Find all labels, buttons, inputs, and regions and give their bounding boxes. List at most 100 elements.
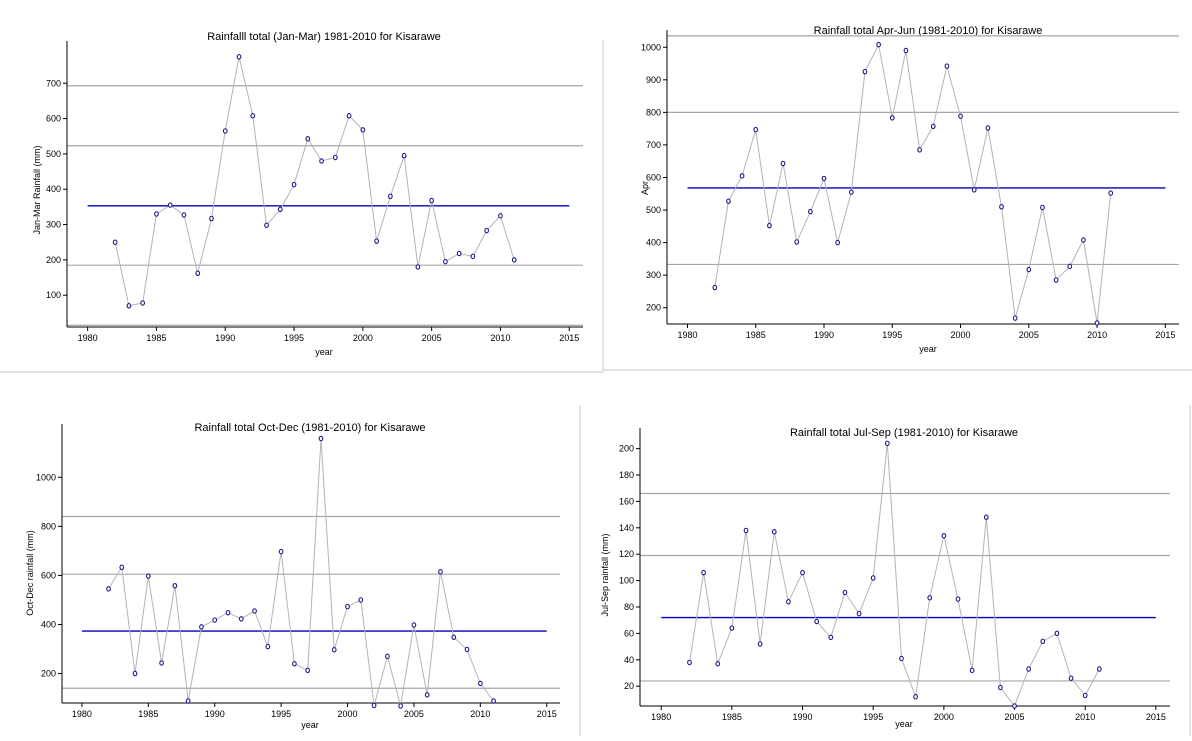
series-line [689,443,1100,708]
data-point [222,128,228,134]
data-point [140,300,146,306]
data-point [917,147,922,153]
y-tick-label: 200 [46,255,61,265]
data-point [346,113,352,119]
x-tick-label: 2010 [1075,712,1095,722]
data-point [958,113,963,120]
data-point [1082,692,1088,699]
data-point [712,284,718,291]
plot-area: 1980 1985 1990 1995 2000 2005 2010 2015 20 40 60 80… [619,428,1170,722]
data-point [464,646,470,653]
data-point [1096,666,1102,672]
x-tick-label: 1995 [863,712,883,722]
y-tick-label: 60 [624,628,634,638]
data-point [842,589,848,596]
data-point [199,624,204,630]
y-tick-label: 400 [646,238,661,248]
data-point [424,692,430,698]
y-tick-label: 200 [619,444,634,454]
data-point [132,670,138,677]
data-point [786,598,791,605]
x-tick-label: 1985 [146,333,166,343]
data-point [913,694,918,700]
x-tick-label: 1985 [722,712,742,722]
data-point [291,181,297,188]
y-tick-label: 500 [46,149,61,159]
data-point [318,435,324,442]
data-point [687,659,692,666]
data-point [264,222,269,229]
data-point [856,610,862,617]
data-point [181,212,187,218]
data-point [498,212,503,219]
data-point [1012,703,1017,709]
chart-svg-jan-mar: Rainfalll total (Jan-Mar) 1981-2010 for … [32,31,583,357]
data-point [870,575,876,581]
y-tick-label: 1000 [641,42,661,52]
y-tick-label: 400 [41,619,56,629]
data-point [451,634,457,640]
y-tick-label: 20 [624,681,634,691]
data-point [729,625,735,631]
x-tick-label: 1990 [793,712,813,722]
data-point [305,667,311,674]
y-tick-label: 1000 [36,472,56,482]
data-point [401,152,407,159]
data-point [780,160,786,167]
data-point [930,123,936,130]
data-point [345,603,350,610]
y-tick-label: 400 [46,184,61,194]
x-axis-title: year [315,347,333,357]
data-point [903,47,909,54]
data-point [331,647,337,653]
chart-panel-oct-dec: Rainfall total Oct-Dec (1981-2010) for K… [0,405,580,736]
chart-svg-oct-dec: Rainfall total Oct-Dec (1981-2010) for K… [25,422,560,730]
data-point [278,548,284,555]
x-tick-label: 1990 [205,709,225,719]
data-point [106,586,111,592]
data-point [835,239,841,246]
x-tick-label: 2010 [490,333,510,343]
y-tick-label: 40 [624,655,634,665]
x-tick-label: 1980 [651,712,671,722]
x-tick-label: 1990 [814,330,834,340]
data-point [794,239,800,245]
chart-panel-jan-mar: Rainfalll total (Jan-Mar) 1981-2010 for … [0,0,600,370]
data-point [828,634,834,641]
data-point [1081,237,1086,243]
data-point [126,303,132,309]
y-tick-label: 500 [646,205,661,215]
y-tick-label: 700 [646,140,661,150]
data-point [999,204,1004,210]
data-point [876,41,881,48]
data-point [305,135,311,142]
plot-area: 1980 1985 1990 1995 2000 2005 2010 2015 200 400 60… [36,424,560,719]
y-axis-title: Jul-Sep rainfall (mm) [600,533,610,616]
data-point [292,660,297,667]
data-point [371,702,377,709]
x-tick-label: 2000 [934,712,954,722]
data-point [1068,675,1074,682]
data-point [739,173,745,179]
series-line [108,438,494,707]
x-tick-label: 2010 [470,709,490,719]
chart-title: Rainfall total Oct-Dec (1981-2010) for K… [194,422,425,434]
x-tick-label: 2000 [353,333,373,343]
chart-panel-jul-sep: Rainfall total Jul-Sep (1981-2010) for K… [586,405,1192,736]
y-tick-label: 160 [619,496,634,506]
data-point [470,253,476,260]
data-point [438,568,443,575]
data-point [332,154,338,161]
chart-title: Rainfall total Apr-Jun (1981-2010) for K… [814,25,1043,37]
data-point [715,661,721,667]
data-point [971,187,977,193]
y-tick-label: 800 [41,521,56,531]
data-point [944,63,950,69]
y-tick-label: 180 [619,470,634,480]
data-point [456,250,462,257]
data-point [477,680,483,687]
data-point [743,527,749,534]
data-point [899,655,904,662]
data-point [767,222,772,229]
data-point [252,608,257,614]
